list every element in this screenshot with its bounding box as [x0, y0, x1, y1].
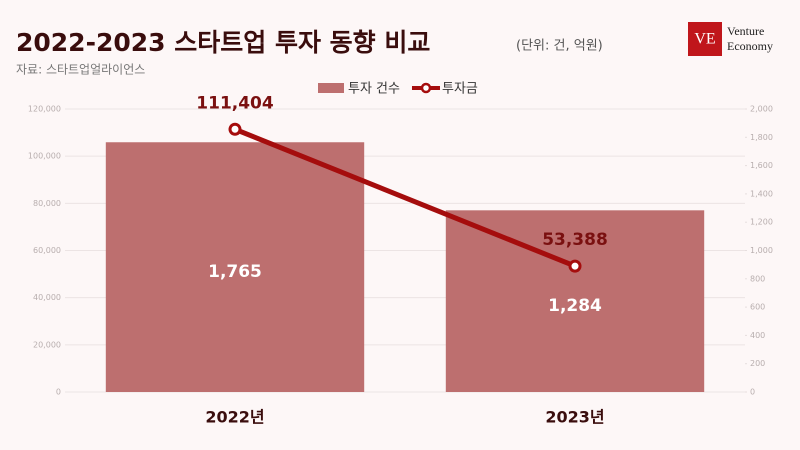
- bar-label: 1,284: [548, 296, 602, 316]
- bar: [105, 142, 365, 392]
- logo-box: [688, 22, 722, 56]
- y2-tick-label: 200: [750, 359, 765, 368]
- legend-label: 투자 건수: [348, 82, 400, 97]
- logo-text: Venture: [727, 24, 764, 38]
- y-tick-label: 100,000: [28, 152, 61, 161]
- y-tick-label: 40,000: [33, 293, 61, 302]
- y2-tick-label: 1,600: [750, 161, 773, 170]
- y2-tick-label: 1,400: [750, 189, 773, 198]
- y2-tick-label: 800: [750, 274, 765, 283]
- x-tick-label: 2023년: [545, 408, 604, 427]
- chart-subtitle: (단위: 건, 억원): [516, 39, 603, 54]
- legend-swatch: [420, 82, 432, 94]
- line: [234, 126, 576, 269]
- y-tick-label: 120,000: [28, 105, 61, 114]
- source: 자료: 스타트업얼라이언스: [16, 63, 145, 77]
- chart-title: 2022-2023 스타트업 투자 동향 비교: [16, 28, 430, 57]
- logo-text: Economy: [727, 39, 773, 53]
- bar-label: 1,765: [208, 262, 262, 282]
- y-tick-label: 80,000: [33, 199, 61, 208]
- y-tick-label: 60,000: [33, 246, 61, 255]
- x-tick-label: 2022년: [205, 408, 264, 427]
- y2-tick-label: 0: [750, 388, 755, 397]
- line-point: [568, 259, 582, 273]
- y-tick-label: 0: [56, 388, 61, 397]
- y2-tick-label: 1,800: [750, 133, 773, 142]
- y2-tick-label: 600: [750, 303, 765, 312]
- y2-tick-label: 1,200: [750, 218, 773, 227]
- y2-tick-label: 2,000: [750, 105, 773, 114]
- bar: [445, 210, 705, 392]
- line-label: 111,404: [196, 93, 274, 113]
- y-tick-label: 20,000: [33, 340, 61, 349]
- y2-tick-label: 400: [750, 331, 765, 340]
- legend-swatch: [318, 83, 344, 93]
- legend-label: 투자금: [442, 82, 478, 97]
- y2-tick-label: 1,000: [750, 246, 773, 255]
- logo-mark: VE: [694, 31, 715, 48]
- line-label: 53,388: [542, 230, 608, 250]
- line-point: [228, 122, 242, 136]
